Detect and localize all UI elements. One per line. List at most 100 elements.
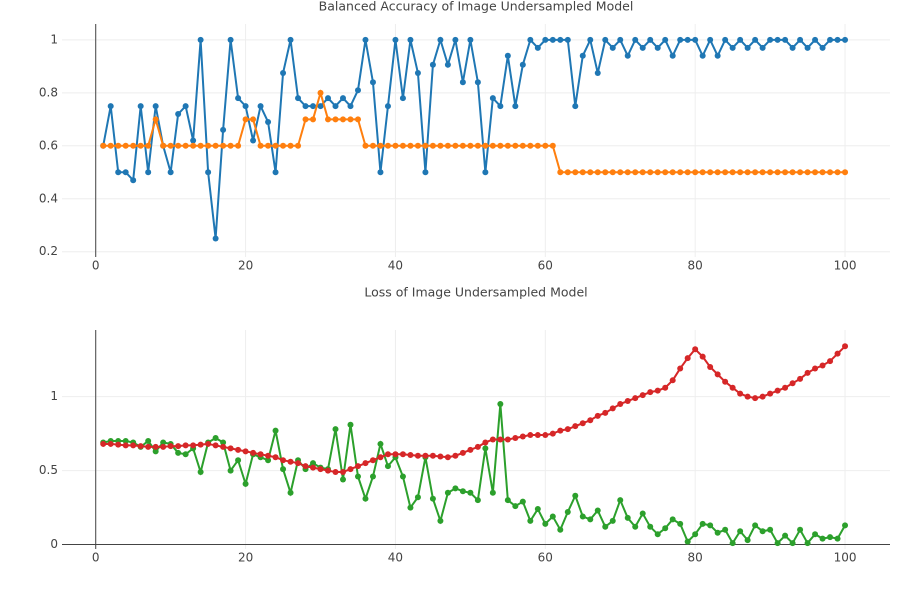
marker — [384, 451, 391, 458]
marker — [557, 169, 564, 176]
marker — [235, 457, 242, 464]
marker — [504, 142, 511, 149]
marker — [564, 426, 571, 433]
marker — [459, 449, 466, 456]
marker — [227, 36, 234, 43]
marker — [197, 36, 204, 43]
marker — [339, 476, 346, 483]
marker — [235, 142, 242, 149]
marker — [579, 420, 586, 427]
marker — [235, 446, 242, 453]
marker — [444, 142, 451, 149]
marker — [197, 469, 204, 476]
marker — [137, 142, 144, 149]
marker — [175, 142, 182, 149]
marker — [272, 142, 279, 149]
marker — [812, 531, 819, 538]
marker — [572, 103, 579, 110]
marker — [632, 36, 639, 43]
marker — [302, 463, 309, 470]
marker — [377, 440, 384, 447]
marker — [504, 497, 511, 504]
marker — [145, 169, 152, 176]
marker — [302, 103, 309, 110]
marker — [369, 142, 376, 149]
marker — [602, 169, 609, 176]
marker — [190, 137, 197, 144]
marker — [647, 389, 654, 396]
marker — [782, 36, 789, 43]
marker — [489, 489, 496, 496]
marker — [684, 36, 691, 43]
marker — [714, 529, 721, 536]
marker — [182, 442, 189, 449]
marker — [302, 116, 309, 123]
marker — [767, 36, 774, 43]
marker — [519, 433, 526, 440]
marker — [205, 169, 212, 176]
marker — [339, 95, 346, 102]
marker — [384, 463, 391, 470]
marker — [654, 387, 661, 394]
marker — [752, 395, 759, 402]
marker — [819, 535, 826, 542]
marker — [812, 365, 819, 372]
marker — [759, 528, 766, 535]
marker — [167, 169, 174, 176]
marker — [767, 526, 774, 533]
marker — [242, 116, 249, 123]
marker — [669, 377, 676, 384]
marker — [497, 142, 504, 149]
marker — [827, 169, 834, 176]
marker — [819, 169, 826, 176]
marker — [759, 393, 766, 400]
line — [103, 345, 846, 474]
marker — [489, 436, 496, 443]
marker — [789, 380, 796, 387]
marker — [332, 103, 339, 110]
marker — [594, 412, 601, 419]
marker — [212, 142, 219, 149]
marker — [347, 116, 354, 123]
marker — [107, 440, 114, 447]
marker — [722, 36, 729, 43]
marker — [482, 169, 489, 176]
marker — [497, 400, 504, 407]
marker — [684, 355, 691, 362]
marker — [669, 52, 676, 59]
marker — [190, 442, 197, 449]
marker — [220, 439, 227, 446]
marker — [152, 116, 159, 123]
y-tick-label: 0.8 — [39, 85, 58, 99]
marker — [782, 384, 789, 391]
marker — [819, 362, 826, 369]
marker — [392, 142, 399, 149]
x-tick-label: 0 — [92, 259, 100, 273]
marker — [729, 384, 736, 391]
marker — [399, 95, 406, 102]
y-tick-label: 1 — [50, 389, 58, 403]
marker — [272, 169, 279, 176]
y-tick-label: 0 — [50, 537, 58, 551]
marker — [812, 169, 819, 176]
marker — [100, 142, 107, 149]
marker — [272, 427, 279, 434]
marker — [444, 489, 451, 496]
marker — [549, 513, 556, 520]
marker — [827, 36, 834, 43]
marker — [354, 87, 361, 94]
marker — [295, 142, 302, 149]
marker — [677, 169, 684, 176]
marker — [624, 169, 631, 176]
marker — [467, 36, 474, 43]
marker — [684, 169, 691, 176]
x-tick-label: 60 — [538, 551, 553, 565]
marker — [122, 142, 129, 149]
marker — [392, 451, 399, 458]
marker — [489, 142, 496, 149]
marker — [632, 523, 639, 530]
marker — [265, 452, 272, 459]
x-tick-label: 100 — [834, 259, 857, 273]
marker — [160, 443, 167, 450]
marker — [617, 36, 624, 43]
